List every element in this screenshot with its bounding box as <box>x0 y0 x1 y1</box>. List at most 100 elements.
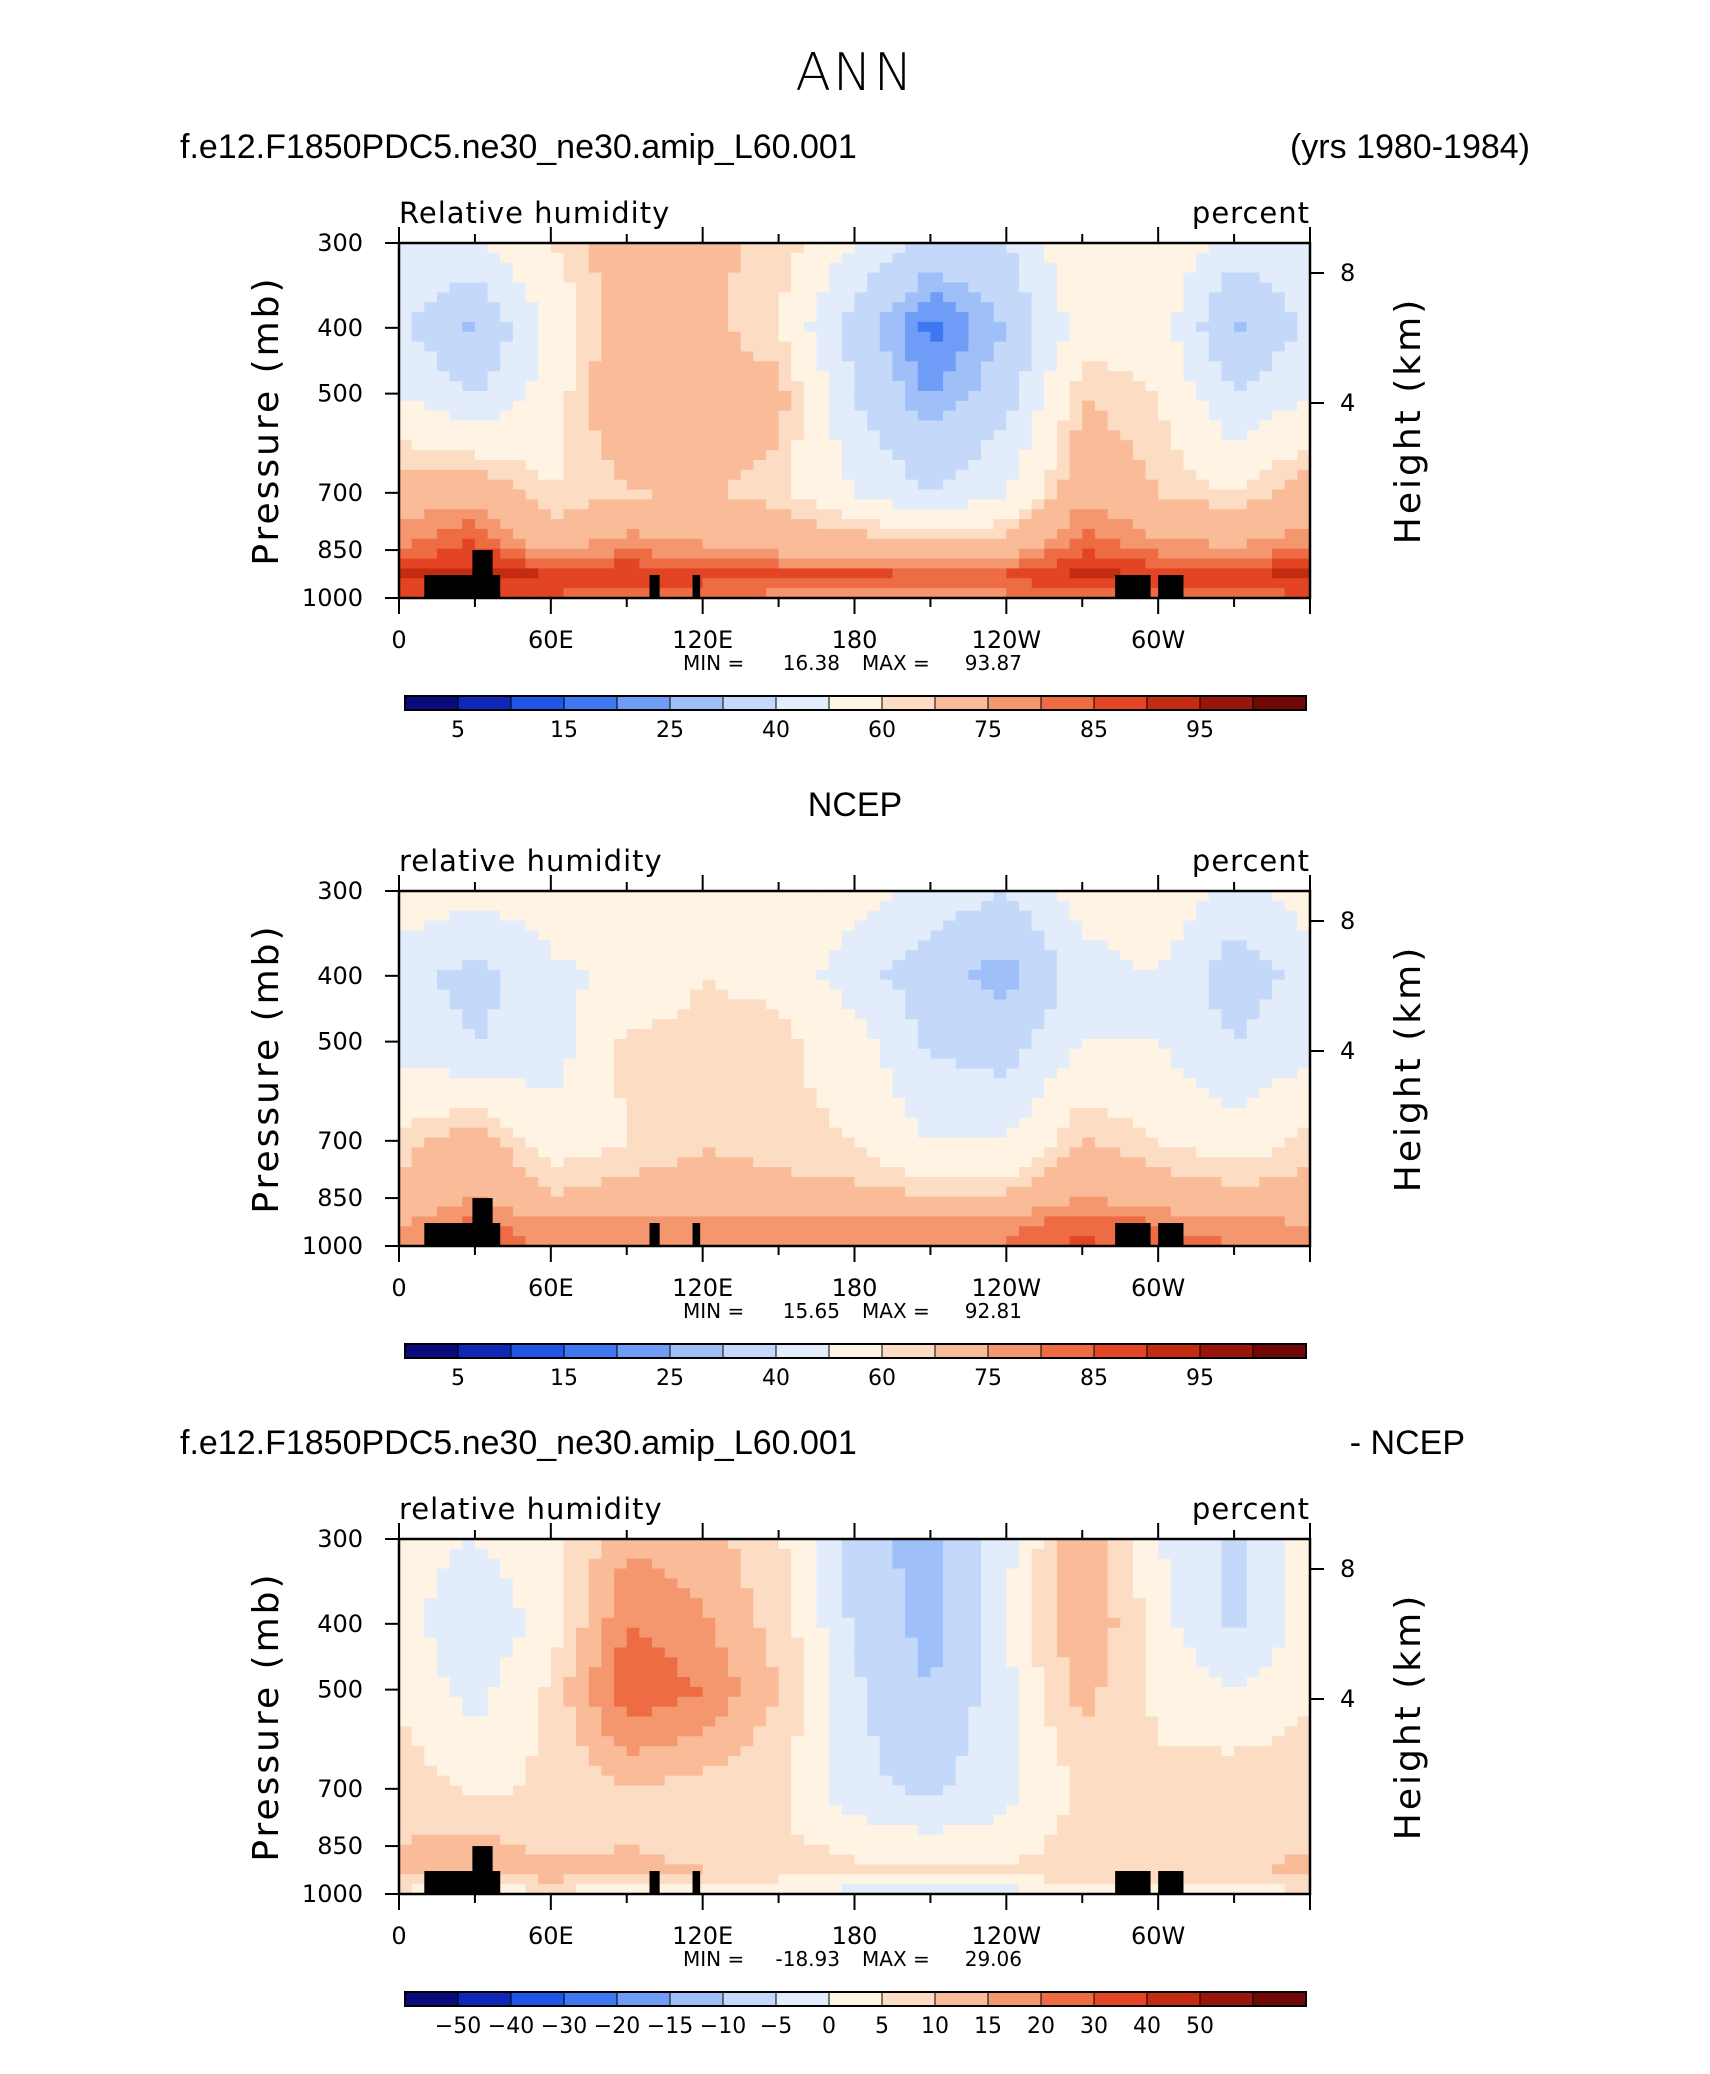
contour-cell <box>550 361 565 372</box>
contour-cell <box>1094 252 1109 264</box>
contour-cell <box>1069 1009 1083 1020</box>
contour-cell <box>993 920 1007 932</box>
contour-field <box>399 891 1311 1247</box>
colorbar-swatch <box>1199 695 1254 711</box>
contour-cell <box>1208 341 1223 353</box>
contour-cell <box>1018 499 1033 510</box>
contour-cell <box>690 321 704 333</box>
contour-cell <box>500 1029 514 1040</box>
contour-cell <box>765 1088 780 1099</box>
contour-cell <box>1183 450 1197 461</box>
contour-cell <box>753 900 767 912</box>
contour-cell <box>1284 390 1298 402</box>
contour-cell <box>690 312 704 323</box>
contour-cell <box>1208 891 1223 902</box>
contour-cell <box>411 262 425 274</box>
contour-cell <box>1158 989 1172 1001</box>
contour-cell <box>1284 420 1298 431</box>
contour-cell <box>1069 1167 1083 1178</box>
contour-cell <box>652 361 666 372</box>
contour-cell <box>1234 479 1248 491</box>
contour-cell <box>614 1048 628 1060</box>
contour-cell <box>1132 1107 1147 1119</box>
contour-cell <box>841 1029 856 1040</box>
contour-cell <box>1056 1019 1071 1030</box>
contour-cell <box>512 509 527 520</box>
colorbar-swatch <box>775 695 830 711</box>
contour-cell <box>1183 410 1197 422</box>
contour-cell <box>943 1058 957 1070</box>
contour-cell <box>1094 420 1109 431</box>
contour-cell <box>1107 499 1121 510</box>
contour-cell <box>981 588 995 599</box>
contour-cell <box>1158 528 1172 540</box>
contour-cell <box>892 282 906 293</box>
contour-cell <box>816 489 830 500</box>
contour-cell <box>538 469 552 481</box>
contour-cell <box>601 351 615 362</box>
contour-cell <box>525 450 539 461</box>
panel-title-center: NCEP <box>808 786 902 824</box>
contour-cell <box>816 538 830 550</box>
contour-cell <box>601 1009 615 1020</box>
contour-cell <box>525 1058 539 1070</box>
contour-cell <box>753 568 767 579</box>
contour-cell <box>968 1107 982 1119</box>
contour-cell <box>614 509 628 520</box>
contour-cell <box>841 548 856 560</box>
contour-cell <box>791 960 805 971</box>
contour-cell <box>1221 410 1235 422</box>
contour-cell <box>1132 940 1147 951</box>
contour-cell <box>563 321 577 333</box>
contour-cell <box>816 1196 830 1208</box>
y-tick-label: 850 <box>317 536 363 564</box>
contour-cell <box>1031 321 1045 333</box>
contour-cell <box>449 351 463 362</box>
contour-cell <box>449 950 463 961</box>
contour-cell <box>1006 420 1020 431</box>
contour-cell <box>1094 1186 1109 1198</box>
contour-cell <box>576 1088 590 1099</box>
contour-cell <box>462 1117 476 1129</box>
contour-cell <box>1031 910 1045 922</box>
contour-cell <box>778 331 792 343</box>
contour-cell <box>930 979 944 991</box>
contour-cell <box>1082 1038 1096 1050</box>
contour-cell <box>778 390 792 402</box>
contour-cell <box>867 1009 881 1020</box>
contour-cell <box>892 558 906 570</box>
contour-cell <box>614 950 628 961</box>
contour-cell <box>512 1019 527 1030</box>
contour-cell <box>474 371 489 382</box>
contour-cell <box>588 1068 603 1079</box>
contour-cell <box>879 243 894 254</box>
contour-cell <box>1094 272 1109 284</box>
contour-cell <box>879 910 894 922</box>
contour-cell <box>538 578 552 589</box>
contour-cell <box>1246 331 1260 343</box>
contour-cell <box>626 469 640 481</box>
contour-cell <box>639 1048 653 1060</box>
contour-cell <box>765 568 780 579</box>
contour-cell <box>854 1186 868 1198</box>
contour-cell <box>411 1117 425 1129</box>
contour-cell <box>943 1137 957 1148</box>
contour-cell <box>1259 891 1273 902</box>
contour-cell <box>981 371 995 382</box>
contour-cell <box>436 400 451 412</box>
contour-cell <box>525 519 539 530</box>
contour-cell <box>538 410 552 422</box>
contour-cell <box>1018 568 1033 579</box>
contour-cell <box>1018 1167 1033 1178</box>
contour-cell <box>740 499 754 510</box>
contour-cell <box>652 969 666 981</box>
contour-cell <box>449 1117 463 1129</box>
contour-cell <box>1082 588 1096 599</box>
contour-cell <box>892 400 906 412</box>
contour-cell <box>778 272 792 284</box>
contour-cell <box>1259 341 1273 353</box>
contour-cell <box>576 410 590 422</box>
contour-cell <box>740 410 754 422</box>
contour-cell <box>1246 588 1260 599</box>
contour-cell <box>1044 548 1058 560</box>
